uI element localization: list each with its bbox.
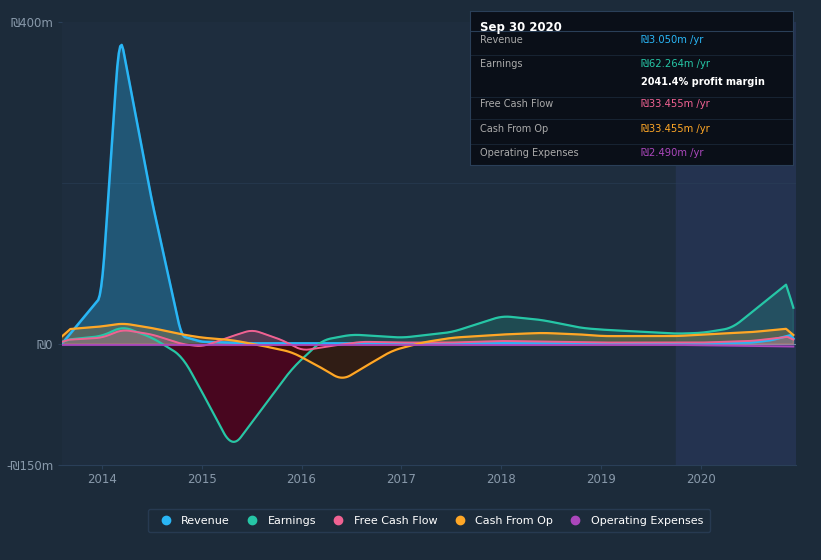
Text: ₪33.455m /yr: ₪33.455m /yr xyxy=(641,99,710,109)
Bar xyxy=(677,22,806,465)
Text: Operating Expenses: Operating Expenses xyxy=(480,148,579,158)
Text: Sep 30 2020: Sep 30 2020 xyxy=(480,21,562,34)
Text: ₪62.264m /yr: ₪62.264m /yr xyxy=(641,59,710,69)
Text: Earnings: Earnings xyxy=(480,59,523,69)
Text: Revenue: Revenue xyxy=(480,35,523,45)
Text: ₪33.455m /yr: ₪33.455m /yr xyxy=(641,124,710,134)
Text: ₪3.050m /yr: ₪3.050m /yr xyxy=(641,35,704,45)
Legend: Revenue, Earnings, Free Cash Flow, Cash From Op, Operating Expenses: Revenue, Earnings, Free Cash Flow, Cash … xyxy=(148,509,710,532)
Text: Free Cash Flow: Free Cash Flow xyxy=(480,99,553,109)
Text: 2041.4% profit margin: 2041.4% profit margin xyxy=(641,77,765,87)
Text: Cash From Op: Cash From Op xyxy=(480,124,548,134)
Text: ₪2.490m /yr: ₪2.490m /yr xyxy=(641,148,704,158)
